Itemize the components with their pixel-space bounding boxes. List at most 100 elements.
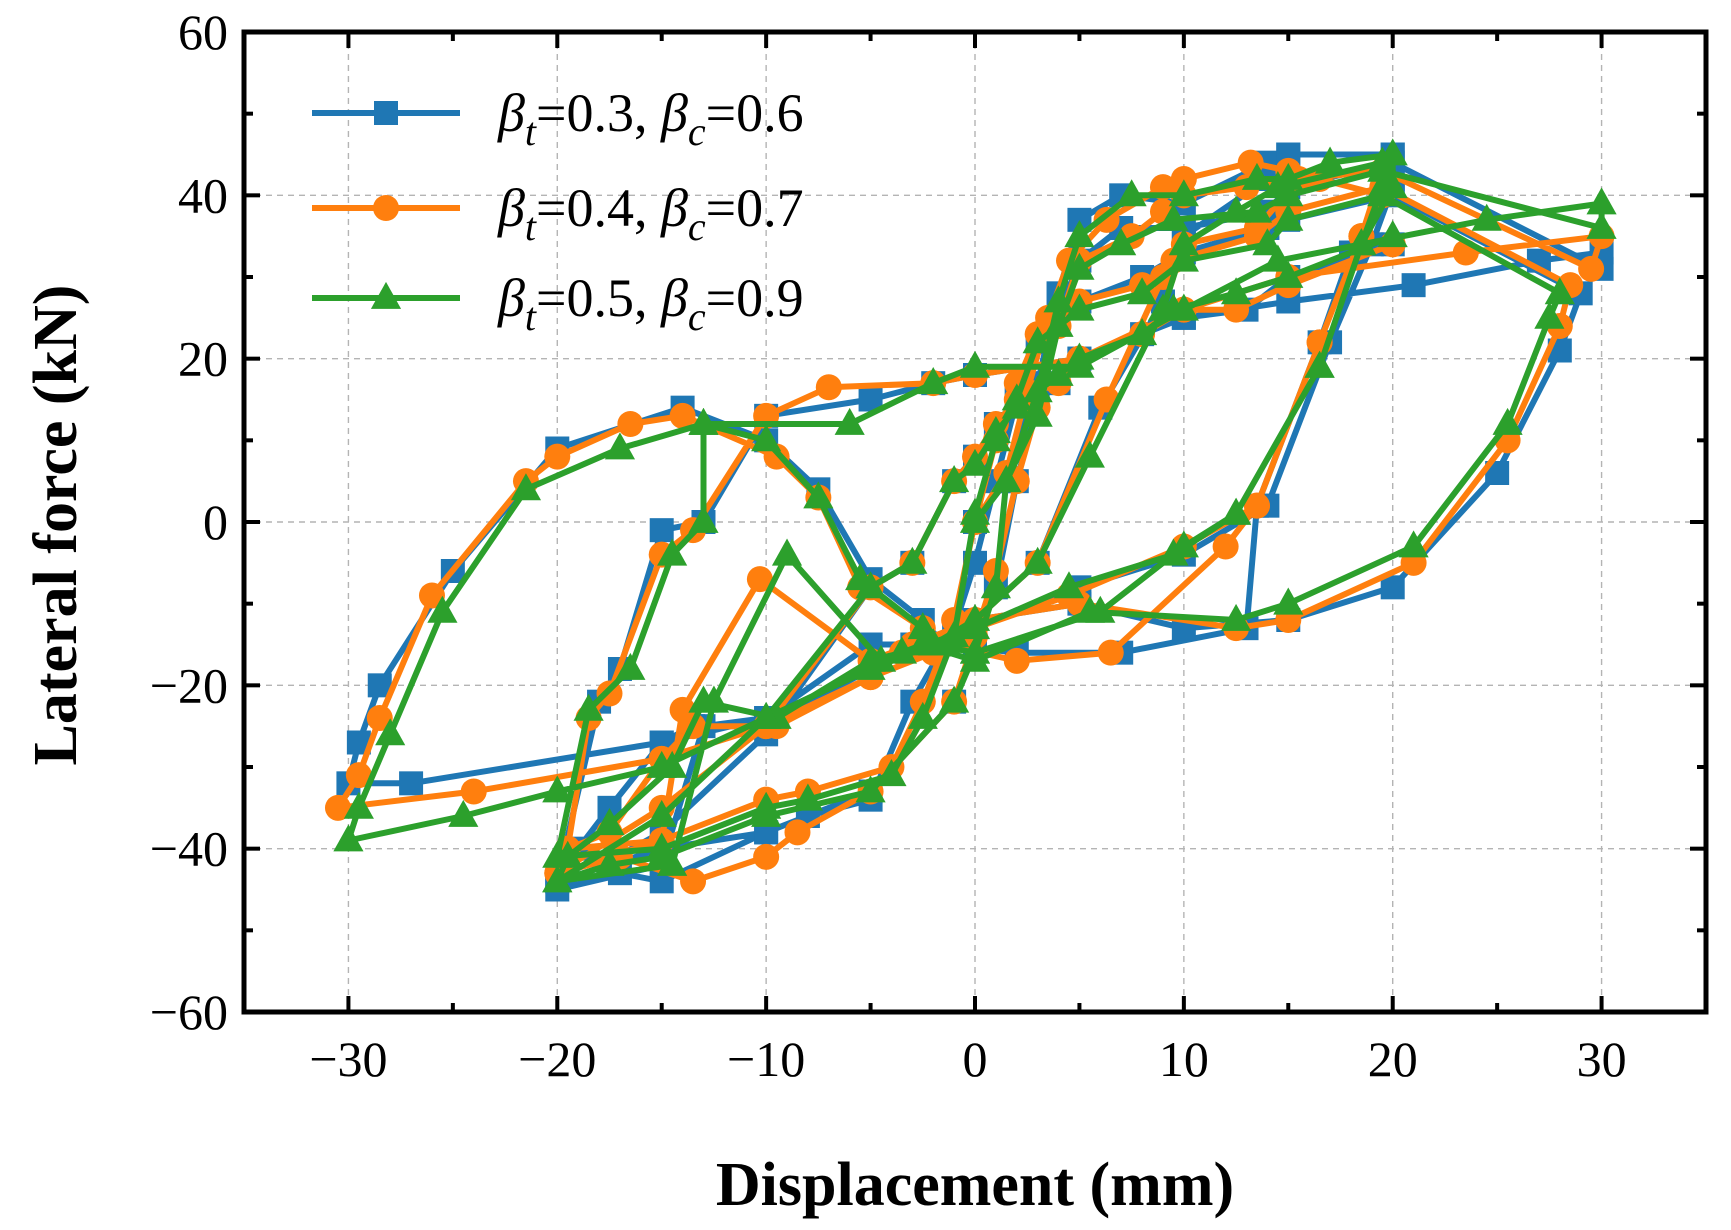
x-tick-label: 20 bbox=[1368, 1031, 1418, 1087]
data-point bbox=[544, 443, 571, 470]
data-point bbox=[688, 505, 719, 533]
data-point bbox=[510, 473, 542, 501]
data-point bbox=[1492, 407, 1523, 435]
data-point bbox=[542, 865, 573, 893]
data-point bbox=[1304, 350, 1335, 378]
data-point bbox=[1401, 273, 1426, 298]
data-point bbox=[460, 778, 487, 805]
data-point bbox=[657, 538, 688, 566]
legend-marker bbox=[374, 101, 398, 125]
data-point bbox=[1273, 203, 1304, 231]
data-point bbox=[657, 848, 688, 876]
data-point bbox=[594, 808, 625, 836]
data-point bbox=[418, 582, 445, 609]
y-tick-label: −20 bbox=[150, 657, 228, 713]
y-tick-label: −40 bbox=[150, 821, 228, 877]
data-point bbox=[803, 481, 834, 509]
y-tick-label: 40 bbox=[178, 167, 228, 223]
data-point bbox=[746, 566, 773, 593]
data-point bbox=[1127, 277, 1158, 305]
x-axis-title: Displacement (mm) bbox=[716, 1151, 1234, 1219]
data-point bbox=[939, 465, 970, 493]
data-point bbox=[375, 718, 406, 746]
data-point bbox=[1074, 440, 1105, 468]
data-point bbox=[649, 518, 674, 543]
data-point bbox=[324, 794, 351, 821]
x-tick-label: 0 bbox=[963, 1031, 988, 1087]
data-point bbox=[1586, 187, 1617, 215]
data-point bbox=[959, 497, 991, 525]
data-point bbox=[1578, 255, 1605, 282]
data-point bbox=[939, 620, 970, 648]
legend-item-2: βt=0.4, βc=0.7 bbox=[312, 178, 804, 249]
data-point bbox=[1241, 162, 1273, 190]
data-point bbox=[1106, 228, 1137, 256]
legend-marker bbox=[370, 281, 402, 309]
data-point bbox=[657, 750, 688, 778]
data-point bbox=[907, 701, 938, 729]
data-point bbox=[1074, 595, 1105, 623]
data-point bbox=[815, 374, 842, 401]
data-point bbox=[897, 546, 928, 574]
data-point bbox=[959, 448, 991, 476]
legend: βt=0.3, βc=0.6 βt=0.4, βc=0.7 βt=0.5, βc=0… bbox=[312, 83, 804, 339]
data-point bbox=[1346, 228, 1377, 256]
data-point bbox=[1544, 277, 1575, 305]
data-point bbox=[1158, 538, 1189, 566]
data-point bbox=[959, 350, 991, 378]
data-point bbox=[1241, 195, 1273, 223]
data-point bbox=[542, 840, 573, 868]
data-point bbox=[366, 705, 393, 731]
series-layer bbox=[324, 138, 1617, 902]
data-point bbox=[753, 843, 780, 870]
data-point bbox=[771, 538, 803, 566]
x-tick-label: −10 bbox=[727, 1031, 805, 1087]
y-tick-label: 0 bbox=[203, 494, 228, 550]
data-point bbox=[1212, 533, 1239, 560]
y-tick-label: 60 bbox=[178, 4, 228, 60]
data-point bbox=[1127, 318, 1158, 346]
data-point bbox=[688, 407, 719, 435]
data-point bbox=[617, 411, 644, 437]
legend-label: βt=0.3, βc=0.6 bbox=[497, 83, 804, 154]
data-point bbox=[646, 799, 677, 827]
data-point bbox=[1003, 647, 1030, 674]
data-point bbox=[448, 799, 479, 827]
data-point bbox=[1220, 277, 1252, 305]
data-point bbox=[886, 636, 917, 664]
data-point bbox=[1220, 195, 1252, 223]
data-point bbox=[751, 424, 782, 452]
data-point bbox=[669, 402, 696, 429]
data-point bbox=[1043, 309, 1074, 337]
legend-marker bbox=[373, 195, 399, 221]
data-point bbox=[1001, 391, 1032, 419]
data-point bbox=[907, 612, 938, 640]
data-point bbox=[1377, 220, 1408, 248]
data-point bbox=[604, 432, 636, 460]
data-point bbox=[1158, 293, 1189, 321]
data-point bbox=[698, 685, 730, 713]
data-point bbox=[1022, 399, 1053, 427]
data-point bbox=[1043, 358, 1074, 386]
data-point bbox=[939, 685, 970, 713]
data-point bbox=[669, 696, 696, 723]
data-point bbox=[1158, 203, 1189, 231]
y-tick-label: −60 bbox=[150, 984, 228, 1040]
x-tick-label: 30 bbox=[1577, 1031, 1627, 1087]
legend-label: βt=0.5, βc=0.9 bbox=[497, 268, 804, 339]
data-point bbox=[1116, 179, 1147, 207]
data-point bbox=[1022, 326, 1053, 354]
legend-item-1: βt=0.3, βc=0.6 bbox=[312, 83, 804, 154]
data-point bbox=[1168, 244, 1199, 272]
data-point bbox=[1097, 639, 1124, 666]
data-point bbox=[573, 693, 604, 721]
data-point bbox=[918, 367, 949, 395]
data-point bbox=[855, 571, 886, 599]
data-point bbox=[834, 407, 865, 435]
data-point bbox=[1168, 228, 1199, 256]
data-point bbox=[343, 791, 374, 819]
data-point bbox=[1367, 154, 1398, 182]
data-point bbox=[427, 595, 458, 623]
data-point bbox=[646, 832, 677, 860]
